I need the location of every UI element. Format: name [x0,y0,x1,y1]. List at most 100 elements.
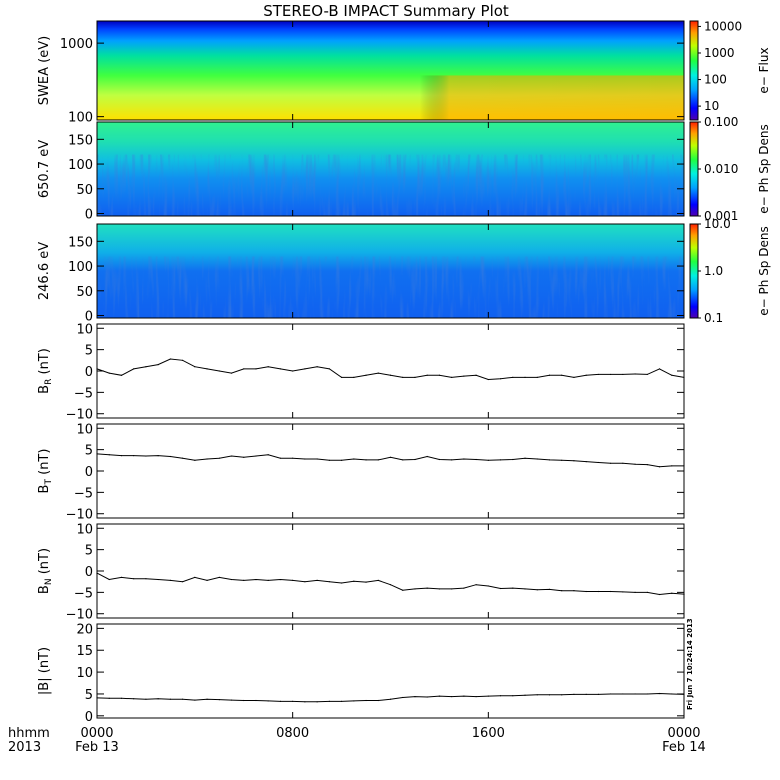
data-point [218,370,220,372]
panel-frame [96,20,685,121]
data-point [328,700,330,702]
data-point [169,579,171,582]
data-point [646,463,648,466]
data-point [255,455,257,457]
data-point [243,368,245,370]
y-tick-label: 0 [85,208,93,223]
y-tick-label: 5 [85,444,93,459]
y-tick-label: 0 [85,465,93,480]
data-point [671,374,673,376]
data-point [377,372,379,374]
data-point [524,694,526,696]
colorbar-tick-label: 0.001 [704,209,738,223]
data-point [230,578,233,581]
data-point [169,455,171,458]
line-panel-bmag: 0 5 10 15 20 |B| (nT) [37,622,685,725]
data-point [414,695,416,698]
y-tick-label: −5 [74,386,93,401]
data-point [353,700,355,702]
data-point [658,466,661,468]
colorbar-label: e− Flux [757,47,771,93]
data-point [671,693,673,695]
data-point [243,456,245,458]
data-point [328,368,330,370]
data-point [133,368,135,370]
data-point [573,376,575,379]
plot-timestamp: Fri Jun 7 10:24:14 2013 [686,618,694,710]
colorbar [689,121,699,217]
y-axis-label: |B| (nT) [37,647,52,695]
chart-title: STEREO-B IMPACT Summary Plot [263,2,509,20]
data-point [585,693,587,695]
colorbar-tick-label: 1.0 [704,264,723,278]
data-point [279,457,282,459]
data-point [182,359,184,361]
data-point [622,462,624,464]
data-point [402,459,404,461]
data-point [304,368,306,370]
data-point [377,459,379,461]
data-point [377,699,379,702]
data-point [487,585,489,587]
data-point [218,576,220,579]
data-point [610,373,612,376]
data-point [108,372,110,374]
spectrogram-pad-650: 0 50 100 150 650.7 eV 0.001 0.010 0.100 e− Ph Sp… [37,115,771,223]
data-point [267,454,269,456]
data-point [683,465,685,467]
x-tick-label: 0800 [276,726,309,741]
data-point [255,699,257,702]
y-tick-label: 10 [76,322,93,337]
data-point [145,366,147,368]
data-point [622,591,624,593]
panel-frame [96,121,685,217]
data-point [426,587,428,589]
data-point [524,588,526,590]
colorbar [689,223,699,319]
data-point [402,696,404,699]
x-tick-label: 0000 [667,726,700,741]
data-point [463,375,465,377]
data-point [292,370,294,372]
data-point [389,584,392,586]
y-tick-label: 0 [85,310,93,325]
colorbar-tick-label: 10 [704,99,719,113]
data-point [194,366,196,368]
data-point [536,694,538,696]
data-point [499,695,502,697]
data-point [671,592,673,594]
data-point [108,697,110,699]
data-point [194,459,196,461]
data-point [402,376,404,379]
data-point [182,581,184,583]
data-point [365,459,367,461]
y-tick-label: −10 [66,408,93,423]
y-tick-label: 150 [68,133,93,148]
data-point [561,694,563,696]
colorbar [689,20,699,121]
data-point [671,465,673,467]
spectrogram-swea: 100 1000 SWEA (eV) 10 100 1000 10000 e− Flux [37,19,771,125]
spectrogram-texture [97,256,684,318]
data-point [561,374,563,376]
data-point [463,695,465,697]
data-point [182,457,184,459]
data-point [597,373,599,376]
y-tick-label: 50 [76,183,93,198]
panel-frame [96,223,685,319]
data-point [487,378,489,381]
spectrogram-shading [97,75,684,120]
panel-frame [96,623,685,719]
data-point [96,453,98,455]
data-point [622,693,624,695]
data-point [622,373,624,376]
data-point [133,455,135,457]
x-axis-year-label: 2013 [8,740,41,755]
data-point [365,374,367,376]
data-point [292,579,294,582]
x-axis-format-label: hhmm [8,726,50,741]
data-point [573,590,575,592]
y-tick-label: 0 [85,565,93,580]
colorbar-tick-label: 0.010 [704,162,738,176]
data-point [194,576,196,579]
